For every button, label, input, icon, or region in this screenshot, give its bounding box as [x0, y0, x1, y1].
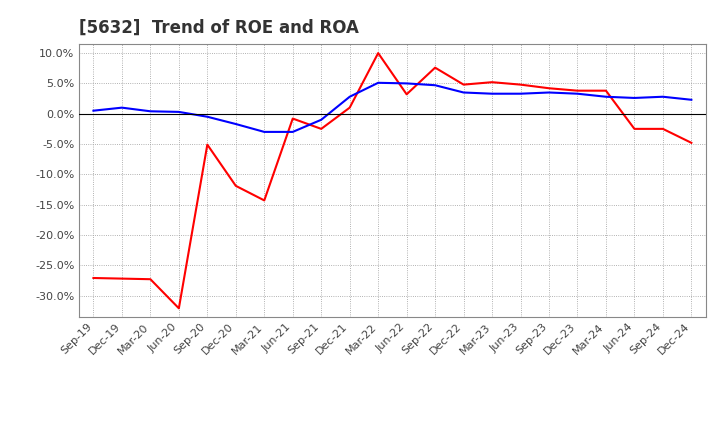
ROA	[602, 94, 611, 99]
ROA	[232, 121, 240, 127]
ROE	[203, 142, 212, 147]
ROA	[687, 97, 696, 103]
Line: ROE: ROE	[94, 53, 691, 308]
ROA	[516, 91, 525, 96]
ROA	[89, 108, 98, 114]
ROA	[659, 94, 667, 99]
ROE	[687, 140, 696, 146]
ROE	[174, 306, 183, 311]
ROE	[630, 126, 639, 132]
ROE	[459, 82, 468, 87]
ROA	[545, 90, 554, 95]
ROA	[117, 105, 126, 110]
ROE	[260, 198, 269, 203]
Line: ROA: ROA	[94, 83, 691, 132]
ROA	[146, 109, 155, 114]
ROE	[117, 276, 126, 281]
ROE	[317, 126, 325, 132]
ROE	[602, 88, 611, 93]
ROA	[402, 81, 411, 86]
ROE	[573, 88, 582, 93]
ROE	[232, 183, 240, 188]
ROA	[317, 117, 325, 122]
ROA	[431, 83, 439, 88]
ROE	[431, 65, 439, 70]
ROE	[289, 116, 297, 121]
ROA	[203, 114, 212, 119]
ROE	[374, 51, 382, 56]
ROA	[487, 91, 496, 96]
ROE	[402, 92, 411, 97]
ROE	[516, 82, 525, 87]
ROE	[146, 277, 155, 282]
ROA	[260, 129, 269, 135]
ROA	[289, 129, 297, 135]
ROA	[174, 109, 183, 114]
ROE	[346, 105, 354, 110]
ROA	[573, 91, 582, 96]
ROE	[545, 86, 554, 91]
ROA	[630, 95, 639, 101]
ROE	[89, 275, 98, 281]
ROA	[346, 94, 354, 99]
ROE	[659, 126, 667, 132]
Text: [5632]  Trend of ROE and ROA: [5632] Trend of ROE and ROA	[79, 19, 359, 37]
ROA	[374, 80, 382, 85]
ROA	[459, 90, 468, 95]
ROE	[487, 80, 496, 85]
